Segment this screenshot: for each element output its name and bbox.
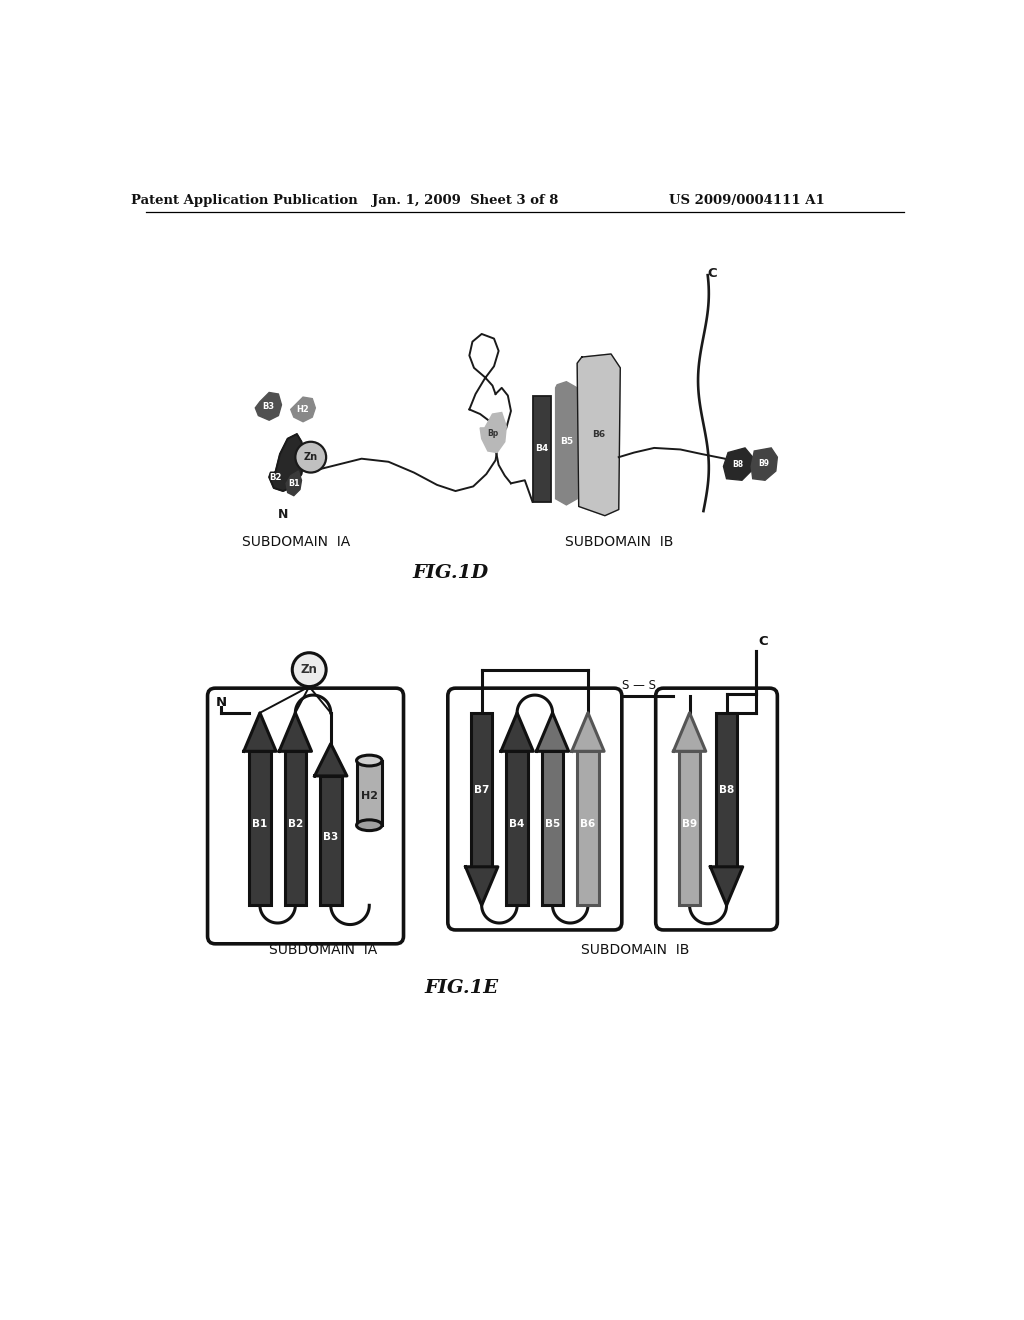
FancyBboxPatch shape	[532, 396, 551, 502]
Text: Bp: Bp	[486, 429, 498, 438]
Polygon shape	[711, 867, 742, 906]
Text: B5: B5	[560, 437, 573, 446]
Ellipse shape	[356, 755, 382, 766]
Text: Zn: Zn	[304, 453, 317, 462]
FancyBboxPatch shape	[249, 751, 270, 906]
Text: B3: B3	[324, 833, 338, 842]
Text: SUBDOMAIN  IA: SUBDOMAIN IA	[242, 535, 350, 549]
Text: B4: B4	[536, 445, 549, 453]
Text: Patent Application Publication: Patent Application Publication	[131, 194, 358, 207]
Polygon shape	[244, 713, 276, 751]
Text: US 2009/0004111 A1: US 2009/0004111 A1	[669, 194, 824, 207]
Polygon shape	[674, 713, 706, 751]
Text: B2: B2	[288, 820, 303, 829]
Text: B9: B9	[682, 820, 697, 829]
Text: N: N	[278, 508, 288, 520]
Text: B9: B9	[758, 459, 769, 467]
FancyBboxPatch shape	[319, 776, 342, 906]
Text: N: N	[216, 696, 227, 709]
Text: C: C	[759, 635, 768, 648]
Text: B6: B6	[592, 429, 605, 438]
FancyBboxPatch shape	[356, 760, 382, 825]
FancyBboxPatch shape	[285, 751, 306, 906]
Circle shape	[292, 653, 326, 686]
Text: B8: B8	[732, 459, 743, 469]
Polygon shape	[255, 392, 282, 420]
Text: B3: B3	[262, 401, 274, 411]
Polygon shape	[286, 471, 301, 496]
Text: SUBDOMAIN  IA: SUBDOMAIN IA	[269, 942, 377, 957]
Text: SUBDOMAIN  IB: SUBDOMAIN IB	[565, 535, 674, 549]
Polygon shape	[578, 354, 621, 516]
Text: C: C	[708, 268, 718, 280]
Text: B1: B1	[288, 479, 300, 488]
Text: Jan. 1, 2009  Sheet 3 of 8: Jan. 1, 2009 Sheet 3 of 8	[373, 194, 559, 207]
FancyBboxPatch shape	[578, 751, 599, 906]
Text: B5: B5	[545, 820, 560, 829]
FancyBboxPatch shape	[471, 713, 493, 867]
Ellipse shape	[356, 820, 382, 830]
Polygon shape	[724, 447, 753, 480]
Text: FIG.1D: FIG.1D	[412, 564, 488, 582]
Text: B2: B2	[269, 473, 282, 482]
Text: FIG.1E: FIG.1E	[425, 979, 499, 998]
Text: H2: H2	[360, 791, 378, 801]
FancyBboxPatch shape	[506, 751, 528, 906]
Text: H2: H2	[297, 405, 309, 414]
FancyBboxPatch shape	[716, 713, 737, 867]
FancyBboxPatch shape	[542, 751, 563, 906]
Polygon shape	[501, 713, 534, 751]
Polygon shape	[269, 434, 304, 491]
Polygon shape	[480, 412, 506, 453]
Text: B1: B1	[252, 820, 267, 829]
Text: B8: B8	[719, 785, 734, 795]
Text: S — S: S — S	[622, 680, 655, 693]
Polygon shape	[291, 397, 315, 422]
Text: SUBDOMAIN  IB: SUBDOMAIN IB	[581, 942, 689, 957]
Polygon shape	[571, 713, 604, 751]
Polygon shape	[752, 447, 777, 480]
Text: B4: B4	[509, 820, 524, 829]
Circle shape	[295, 442, 326, 473]
Polygon shape	[466, 867, 498, 906]
FancyBboxPatch shape	[679, 751, 700, 906]
Polygon shape	[314, 743, 347, 776]
Polygon shape	[556, 381, 578, 506]
Text: Zn: Zn	[301, 663, 317, 676]
Polygon shape	[280, 713, 311, 751]
Text: B6: B6	[581, 820, 596, 829]
Text: B7: B7	[474, 785, 489, 795]
Polygon shape	[537, 713, 568, 751]
